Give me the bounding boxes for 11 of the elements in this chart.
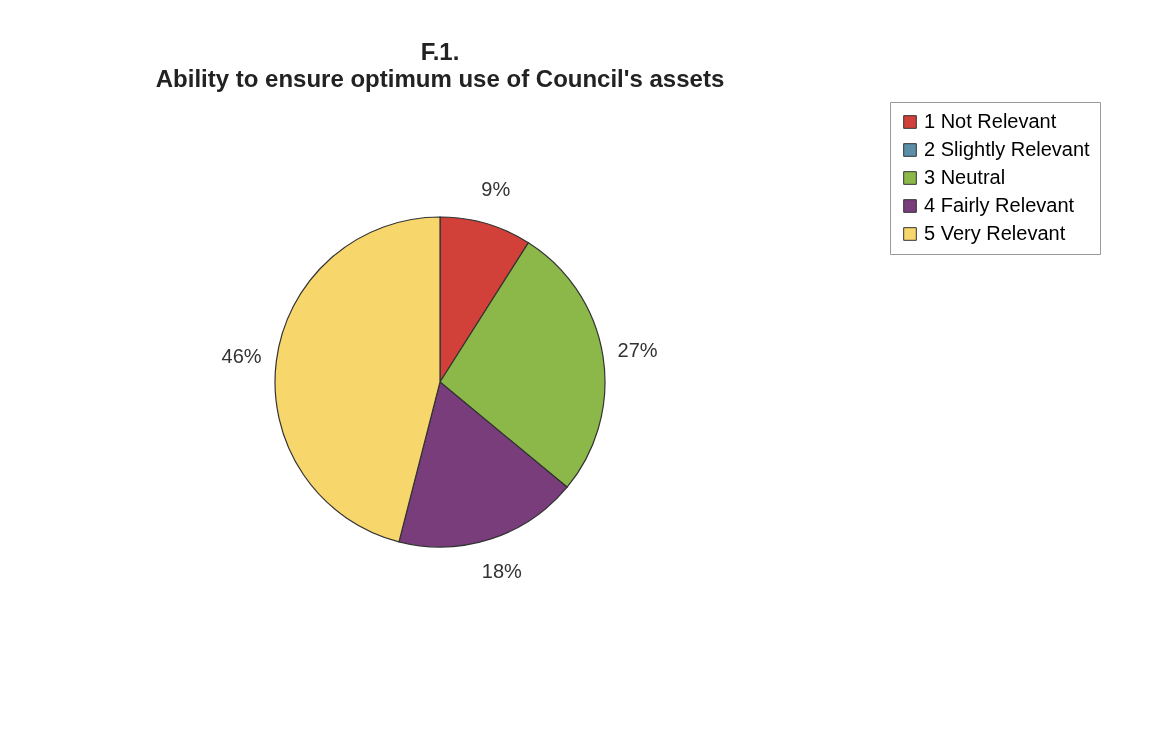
legend-label: 3 Neutral	[924, 166, 1006, 188]
data-label: 18%	[481, 560, 523, 583]
data-label: 9%	[481, 177, 511, 200]
legend-label: 5 Very Relevant	[924, 222, 1066, 244]
data-label: 27%	[617, 338, 658, 361]
legend-label: 1 Not Relevant	[924, 110, 1057, 132]
legend-label: 2 Slightly Relevant	[924, 138, 1091, 160]
legend-label: 4 Fairly Relevant	[924, 194, 1075, 216]
chart-subtitle: Ability to ensure optimum use of Council's assets	[155, 64, 725, 92]
chart-title: F.1.	[420, 37, 460, 65]
data-label: 46%	[221, 344, 262, 367]
